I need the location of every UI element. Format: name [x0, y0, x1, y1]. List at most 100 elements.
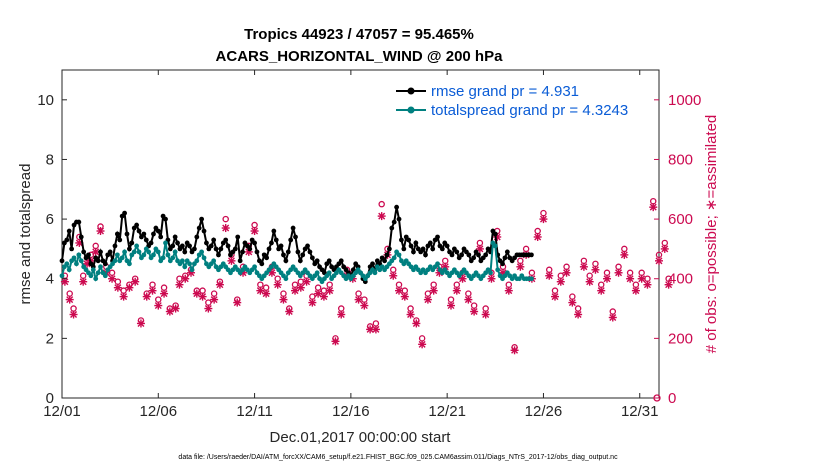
obs-assimilated-marker [302, 277, 311, 286]
totalspread-point [134, 243, 140, 249]
rmse-point [411, 249, 416, 255]
totalspread-point [93, 276, 99, 282]
totalspread-point [127, 261, 132, 267]
y-axis-right-label: # of obs: o=possible; ∗=assimilated [703, 115, 720, 354]
rmse-point [459, 252, 465, 258]
rmse-point [305, 243, 310, 249]
y-right-tick-label: 1000 [668, 92, 701, 109]
obs-assimilated-marker [597, 286, 606, 295]
rmse-point [492, 231, 498, 237]
asterisk-stroke [216, 281, 224, 289]
asterisk-stroke [131, 278, 139, 286]
legend-box [388, 78, 646, 122]
rmse-point [66, 228, 72, 234]
rmse-point [211, 237, 217, 243]
obs-assimilated-marker [539, 215, 548, 224]
right-axis-ticks: 0 200 400 600 800 1000 [654, 92, 701, 407]
rmse-point [114, 231, 120, 237]
asterisk-stroke [424, 296, 432, 304]
totalspread-point [146, 249, 152, 255]
obs-assimilated-marker [131, 277, 140, 286]
y-left-tick-label: 10 [37, 92, 54, 109]
totalspread-point [495, 267, 501, 273]
asterisk-stroke [360, 302, 368, 310]
asterisk-stroke [279, 296, 287, 304]
legend: rmse grand pr = 4.931 totalspread grand … [388, 78, 646, 122]
obs-assimilated-marker [165, 307, 174, 316]
rmse-point [143, 237, 149, 243]
asterisk-stroke [655, 257, 663, 265]
obs-assimilated-marker [516, 262, 525, 271]
obs-assimilated-marker [655, 256, 663, 265]
obs-assimilated-marker [285, 307, 294, 316]
rmse-point [127, 246, 132, 252]
obs-assimilated-marker [475, 244, 484, 253]
asterisk-stroke [464, 296, 472, 304]
asterisk-stroke [539, 215, 547, 223]
totalspread-point [151, 252, 156, 258]
obs-assimilated-marker [579, 262, 588, 271]
asterisk-stroke [563, 269, 571, 277]
x-tick-label: 12/11 [236, 403, 272, 420]
asterisk-stroke [505, 287, 513, 295]
y-right-tick-label: 800 [668, 151, 693, 168]
obs-assimilated-marker [221, 224, 230, 233]
asterisk-stroke [149, 287, 157, 295]
obs-assimilated-marker [279, 295, 288, 304]
x-tick-label: 12/31 [621, 403, 659, 420]
rmse-point [471, 255, 477, 261]
rmse-point [201, 228, 207, 234]
rmse-point [199, 216, 205, 222]
obs-assimilated-marker [481, 310, 490, 319]
totalspread-point [78, 258, 84, 264]
totalspread-point [141, 252, 147, 258]
obs-assimilated-marker [136, 319, 145, 328]
rmse-point [187, 243, 192, 249]
asterisk-stroke [222, 224, 230, 232]
rmse-point [454, 249, 460, 255]
obs-assimilated-marker [626, 274, 635, 283]
totalspread-point [199, 249, 205, 255]
rmse-point [504, 249, 510, 255]
rmse-point [59, 258, 65, 264]
asterisk-stroke [511, 346, 519, 354]
asterisk-stroke [114, 284, 122, 292]
rmse-point [179, 243, 185, 249]
obs-assimilated-marker [108, 274, 117, 283]
rmse-point [269, 240, 274, 246]
rmse-point [281, 252, 286, 258]
obs-assimilated-marker [175, 280, 184, 289]
totalspread-point [201, 255, 207, 261]
obs-assimilated-marker [562, 268, 571, 277]
asterisk-stroke [227, 257, 235, 265]
asterisk-stroke [175, 281, 183, 289]
rmse-point [314, 258, 320, 264]
totalspread-point [163, 240, 168, 246]
obs-assimilated-marker [273, 280, 282, 289]
x-tick-label: 12/26 [525, 403, 563, 420]
obs-assimilated-marker [69, 310, 78, 319]
legend-spread-label: totalspread grand pr = 4.3243 [431, 102, 628, 119]
obs-assimilated-marker [487, 274, 496, 283]
asterisk-stroke [66, 296, 74, 304]
totalspread-point [95, 270, 101, 276]
rmse-point [134, 222, 140, 228]
obs-assimilated-marker [470, 307, 479, 316]
obs-assimilated-marker [210, 295, 219, 304]
totalspread-point [119, 255, 125, 261]
obs-assimilated-marker [119, 292, 128, 301]
obs-assimilated-marker [585, 277, 594, 286]
asterisk-stroke [291, 287, 299, 295]
asterisk-stroke [154, 302, 162, 310]
rmse-point [500, 261, 505, 267]
obs-assimilated-marker [574, 310, 583, 319]
totalspread-point [114, 252, 120, 258]
obs-assimilated-marker [331, 337, 340, 346]
obs-assimilated-marker [296, 283, 305, 292]
y-left-tick-label: 8 [46, 151, 54, 168]
obs-assimilated-marker [510, 346, 519, 355]
asterisk-stroke [609, 313, 617, 321]
obs-assimilated-marker [447, 301, 456, 310]
rmse-point [264, 255, 270, 261]
asterisk-stroke [372, 325, 380, 333]
